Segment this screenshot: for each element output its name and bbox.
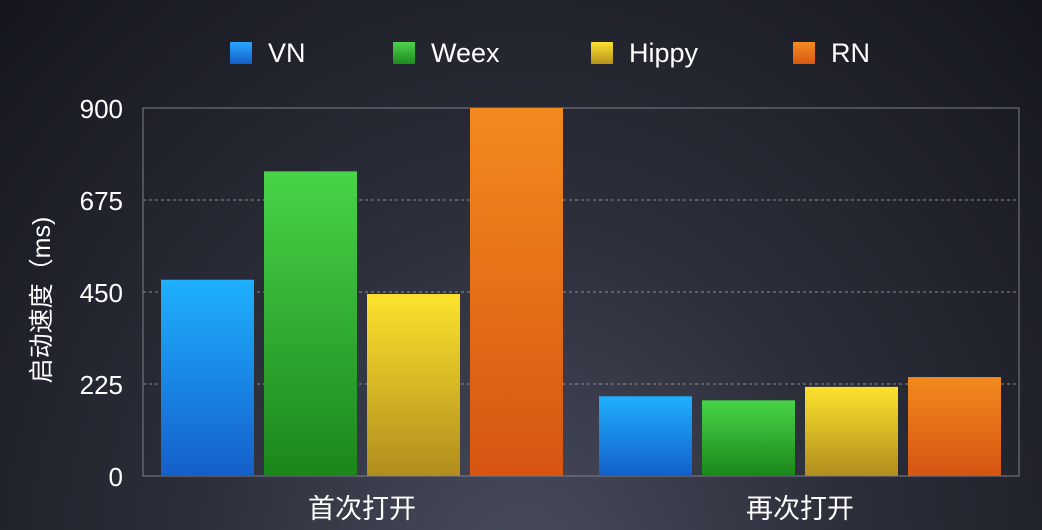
legend-swatch-hippy (591, 42, 613, 64)
y-tick-label: 225 (80, 370, 123, 400)
bar-weex-1 (702, 400, 795, 476)
bar-hippy-0 (367, 294, 460, 476)
legend-label-hippy: Hippy (629, 37, 699, 68)
y-tick-label: 0 (109, 462, 123, 492)
y-tick-label: 450 (80, 278, 123, 308)
bar-vn-0 (161, 279, 254, 476)
legend-item-hippy: Hippy (591, 30, 698, 76)
bars-layer (161, 108, 1001, 476)
axis-layer: 0 225 450 675 900 首次打开 再次打开 (80, 94, 854, 525)
legend-label-vn: VN (268, 37, 306, 68)
bar-hippy-1 (805, 386, 898, 476)
y-tick-label: 675 (80, 186, 123, 216)
legend-item-rn: RN (793, 30, 870, 76)
legend-label-weex: Weex (431, 37, 500, 68)
bar-vn-1 (599, 396, 692, 476)
y-tick-label: 900 (80, 94, 123, 124)
legend-swatch-vn (230, 42, 252, 64)
legend-swatch-weex (393, 42, 415, 64)
legend-item-weex: Weex (393, 30, 500, 76)
x-category-label: 再次打开 (746, 494, 854, 525)
x-category-label: 首次打开 (308, 494, 416, 525)
bar-rn-0 (470, 108, 563, 476)
legend: VN Weex Hippy RN (0, 30, 1042, 76)
legend-label-rn: RN (831, 37, 870, 68)
legend-item-vn: VN (230, 30, 306, 76)
bar-weex-0 (264, 171, 357, 476)
legend-swatch-rn (793, 42, 815, 64)
bar-rn-1 (908, 377, 1001, 476)
y-axis-label: 启动速度（ms) (28, 216, 56, 384)
